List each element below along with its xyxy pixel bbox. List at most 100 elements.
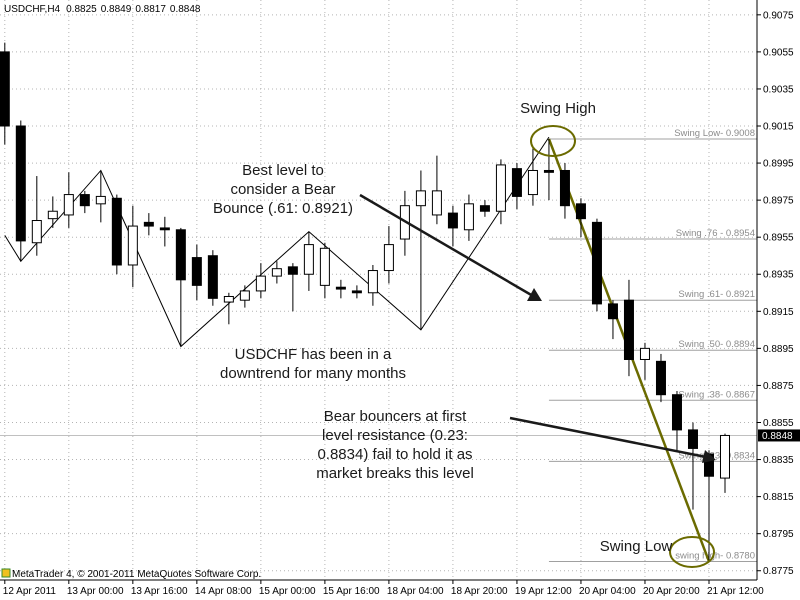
candle-body [495, 164, 506, 212]
candle-body [63, 194, 74, 216]
candle-body [511, 168, 522, 197]
candle-body [415, 190, 426, 207]
candle-body [671, 394, 682, 431]
annotation-line: level resistance (0.23: [322, 427, 468, 444]
arrow-head [527, 288, 542, 301]
fib-label: Swing .23- 0.8834 [678, 450, 755, 461]
candle-body [47, 210, 58, 220]
candle-body [0, 51, 10, 127]
candle-body [575, 203, 586, 220]
candle-body [559, 169, 570, 207]
annotation-line: Bounce (.61: 0.8921) [213, 200, 353, 217]
y-tick-label: 0.8915 [763, 307, 794, 318]
candle-body [287, 266, 298, 275]
time-axis-bg [0, 580, 800, 600]
symbol: USDCHF,H4 [4, 4, 61, 15]
annotation-line: consider a Bear [230, 181, 335, 198]
x-tick-label: 15 Apr 00:00 [259, 586, 316, 597]
x-tick-label: 19 Apr 12:00 [515, 586, 572, 597]
y-tick-label: 0.8995 [763, 159, 794, 170]
candle-body [255, 275, 266, 292]
annotation-line: downtrend for many months [220, 365, 406, 382]
candle-body [239, 290, 250, 301]
candle-body [31, 220, 42, 244]
annotation: Swing High [520, 100, 596, 117]
header: USDCHF,H4 0.8825 0.8849 0.8817 0.8848 [4, 4, 201, 15]
swing-low-ellipse [669, 536, 715, 568]
y-tick-label: 0.8975 [763, 196, 794, 207]
annotations: Swing High Best level to consider a Bear Bo… [213, 100, 716, 568]
fib-label: Swing .38- 0.8867 [678, 389, 755, 400]
y-tick-label: 0.9075 [763, 10, 794, 21]
x-tick-label: 18 Apr 04:00 [387, 586, 444, 597]
candle-body [591, 221, 602, 305]
copyright: MetaTrader 4, © 2001-2011 MetaQuotes Sof… [12, 569, 261, 580]
fib-label: swing high- 0.8780 [675, 550, 755, 561]
axes: 0.9075 0.9055 0.9035 0.9015 0.8995 0.8975 0.89… [3, 10, 800, 597]
candle-body [431, 190, 442, 216]
annotation: Bear bouncers at first level resistance (… [316, 408, 474, 482]
annotation-line: market breaks this level [316, 465, 474, 482]
candle-body [687, 429, 698, 449]
annotation-line: Swing High [520, 100, 596, 117]
icon [1, 568, 11, 578]
candle-body [447, 212, 458, 229]
candle-body [319, 247, 330, 286]
candle-body [159, 227, 170, 231]
arrow [509, 416, 707, 459]
fib-label: Swing .61- 0.8921 [678, 289, 755, 300]
candle-body [543, 169, 554, 173]
annotation: Best level to consider a Bear Bounce (.61:… [213, 162, 353, 217]
candle-body [271, 268, 282, 277]
candle-body [335, 286, 346, 290]
annotation-line: 0.8834) fail to hold it as [317, 446, 472, 463]
candle-body [607, 303, 618, 320]
y-tick-label: 0.9055 [763, 47, 794, 58]
y-tick-label: 0.8875 [763, 381, 794, 392]
x-tick-label: 18 Apr 20:00 [451, 586, 508, 597]
candle-body [223, 295, 234, 303]
x-tick-label: 14 Apr 08:00 [195, 586, 252, 597]
y-tick-label: 0.8795 [763, 529, 794, 540]
header-value: 0.8848 [170, 4, 201, 15]
y-tick-label: 0.8775 [763, 566, 794, 577]
header-value: 0.8817 [135, 4, 166, 15]
y-tick-label: 0.8815 [763, 492, 794, 503]
y-tick-label: 0.8955 [763, 233, 794, 244]
annotation-line: USDCHF has been in a [235, 346, 392, 363]
candle-body [95, 195, 106, 205]
candle-body [367, 270, 378, 294]
price-axis-bg [757, 0, 800, 600]
candle-body [127, 225, 138, 266]
annotation: USDCHF has been in a downtrend for many m… [220, 346, 406, 382]
y-tick-label: 0.9035 [763, 84, 794, 95]
x-tick-label: 20 Apr 20:00 [643, 586, 700, 597]
current-price-label: 0.8848 [762, 431, 793, 442]
candle-body [719, 434, 730, 479]
candle-body [207, 255, 218, 299]
candle-body [639, 347, 650, 360]
candle-body [79, 194, 90, 207]
candle-body [655, 360, 666, 396]
candle-body [111, 197, 122, 266]
candle-body [351, 290, 362, 294]
y-tick-label: 0.8835 [763, 455, 794, 466]
arrow [359, 193, 534, 298]
candle-body [527, 169, 538, 196]
x-tick-label: 21 Apr 12:00 [707, 586, 764, 597]
annotation: Swing Low [600, 538, 673, 555]
candle-body [191, 257, 202, 286]
current-price-box [758, 429, 800, 442]
candle-body [479, 205, 490, 212]
arrow-head [702, 450, 716, 463]
header-value: 0.8849 [101, 4, 132, 15]
candle-body [175, 229, 186, 281]
annotation-line: Bear bouncers at first [324, 408, 467, 425]
fib-label: Swing .76 - 0.8954 [676, 228, 755, 239]
x-tick-label: 13 Apr 16:00 [131, 586, 188, 597]
y-tick-label: 0.8855 [763, 418, 794, 429]
x-tick-label: 12 Apr 2011 [3, 586, 57, 597]
candle-body [463, 203, 474, 231]
candle-body [303, 244, 314, 275]
